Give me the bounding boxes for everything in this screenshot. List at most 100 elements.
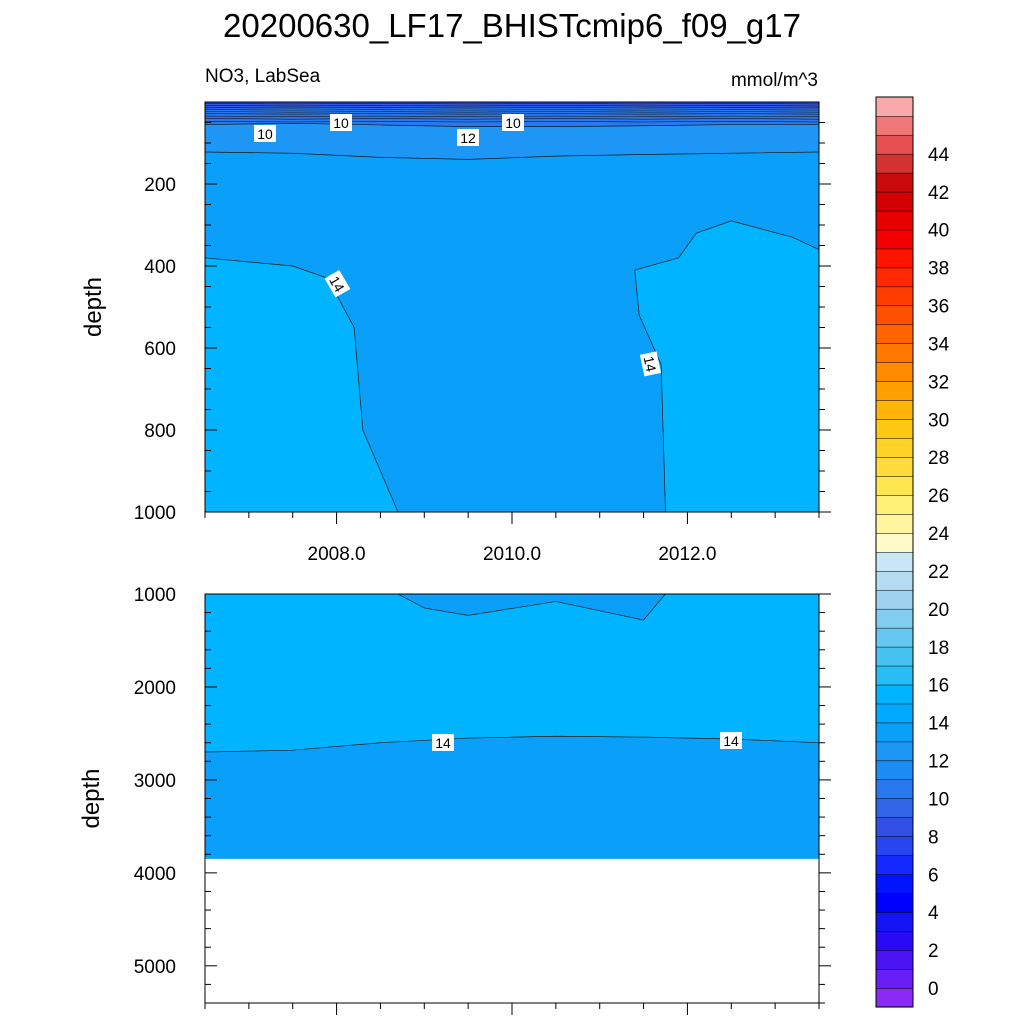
colorbar-tick-label: 44 (928, 145, 950, 166)
colorbar-box (875, 248, 914, 269)
colorbar-tick-label: 36 (928, 297, 949, 318)
colorbar-box (875, 722, 914, 743)
contour-line-surface (204, 105, 820, 107)
y-tick-label: 2000 (134, 678, 176, 699)
colorbar-tick-label: 32 (928, 372, 949, 393)
colorbar-box (875, 874, 914, 894)
contour-label-text: 14 (723, 733, 739, 749)
y-tick-label: 400 (144, 257, 176, 278)
colorbar-box (875, 324, 914, 345)
y-axis-label: depth (78, 768, 105, 828)
colorbar-box (875, 760, 914, 781)
colorbar-box (875, 570, 914, 591)
y-tick-label: 3000 (134, 771, 176, 792)
contour-label: 14 (720, 732, 742, 749)
colorbar-tick-label: 10 (928, 789, 949, 810)
colorbar-box (875, 968, 914, 989)
colorbar-box (875, 475, 914, 496)
contour-label: 12 (457, 129, 479, 146)
colorbar-box (875, 153, 914, 174)
colorbar-box (875, 438, 914, 458)
contour-line-14 (204, 735, 820, 753)
y-tick-label: 600 (144, 339, 176, 360)
x-tick-label: 2012.0 (658, 544, 716, 565)
contour-label-text: 10 (257, 126, 273, 142)
right-subtitle: mmol/m^3 (731, 70, 818, 91)
colorbar-tick-label: 40 (928, 221, 949, 242)
contour-label: 10 (254, 125, 276, 142)
colorbar-box (875, 911, 914, 932)
contour-label-text: 14 (435, 735, 451, 751)
colorbar-box (875, 134, 914, 155)
colorbar-tick-label: 42 (928, 183, 949, 204)
colorbar-box (875, 513, 914, 534)
colorbar-box (875, 646, 914, 667)
colorbar-box (875, 400, 914, 420)
contour-line-surface (204, 103, 820, 105)
colorbar-box (875, 229, 914, 250)
colorbar-tick-label: 4 (928, 903, 939, 924)
colorbar-box (875, 627, 914, 648)
chart-title: 20200630_LF17_BHISTcmip6_f09_g17 (223, 7, 801, 44)
colorbar-tick-label: 0 (928, 979, 939, 1000)
contour-label-text: 14 (641, 355, 660, 374)
contour-label-bg (457, 129, 479, 146)
colorbar-box (875, 191, 914, 212)
colorbar-box (875, 305, 914, 326)
contour-label-bg (720, 732, 742, 749)
colorbar-tick-label: 16 (928, 676, 949, 697)
colorbar-tick-label: 6 (928, 865, 939, 886)
colorbar-box (875, 419, 914, 439)
colorbar-box (875, 779, 914, 800)
contour-label-text: 14 (326, 273, 348, 295)
contour-label: 14 (324, 269, 351, 298)
contour-label: 14 (639, 351, 662, 377)
colorbar-box (875, 172, 914, 193)
colorbar-box (875, 798, 914, 818)
contour-label-bg (330, 114, 352, 131)
colorbar-tick-label: 8 (928, 827, 939, 848)
upper-layer-12-14 (205, 123, 819, 160)
colorbar-tick-label: 12 (928, 752, 949, 773)
colorbar-tick-label: 24 (928, 524, 950, 545)
y-tick-label: 4000 (134, 864, 176, 885)
colorbar-box (875, 987, 914, 1008)
lower-panel: 14 14 1000 2000 3000 4000 5000 depth (78, 585, 831, 1015)
y-tick-label: 1000 (134, 585, 176, 606)
colorbar-box (875, 665, 914, 686)
colorbar-box (875, 532, 914, 553)
colorbar-tick-label: 20 (928, 600, 949, 621)
colorbar-box (875, 930, 914, 951)
lower-layer-above-14 (205, 594, 819, 753)
colorbar-tick-label: 2 (928, 941, 939, 962)
colorbar-tick-label: 28 (928, 448, 949, 469)
contour-label-text: 10 (333, 115, 349, 131)
colorbar-box (875, 96, 914, 117)
contour-label: 10 (330, 114, 352, 131)
contour-label-text: 10 (505, 115, 521, 131)
y-tick-label: 5000 (134, 957, 176, 978)
colorbar-box (875, 741, 914, 762)
contour-label: 14 (432, 734, 454, 751)
colorbar-box (875, 343, 914, 363)
colorbar-box (875, 456, 914, 477)
colorbar-box (875, 362, 914, 382)
colorbar-box (875, 551, 914, 572)
contour-label: 10 (502, 114, 524, 131)
colorbar-box (875, 115, 914, 136)
colorbar-box (875, 836, 914, 856)
colorbar-frame (875, 96, 914, 1008)
contour-line-surface (204, 109, 820, 111)
contour-line-13 (204, 151, 820, 160)
colorbar-box (875, 684, 914, 705)
colorbar-box (875, 703, 914, 724)
colorbar-box (875, 267, 914, 288)
colorbar-tick-label: 30 (928, 410, 949, 431)
contour-line-surface (204, 113, 820, 115)
upper-panel: 10 10 10 12 14 14 200 400 600 800 1000 2008.0 2010.0… (80, 101, 831, 565)
y-axis-label: depth (80, 277, 107, 337)
colorbar-box (875, 608, 914, 629)
colorbar-box (875, 210, 914, 231)
contour-line-surface (204, 111, 820, 113)
